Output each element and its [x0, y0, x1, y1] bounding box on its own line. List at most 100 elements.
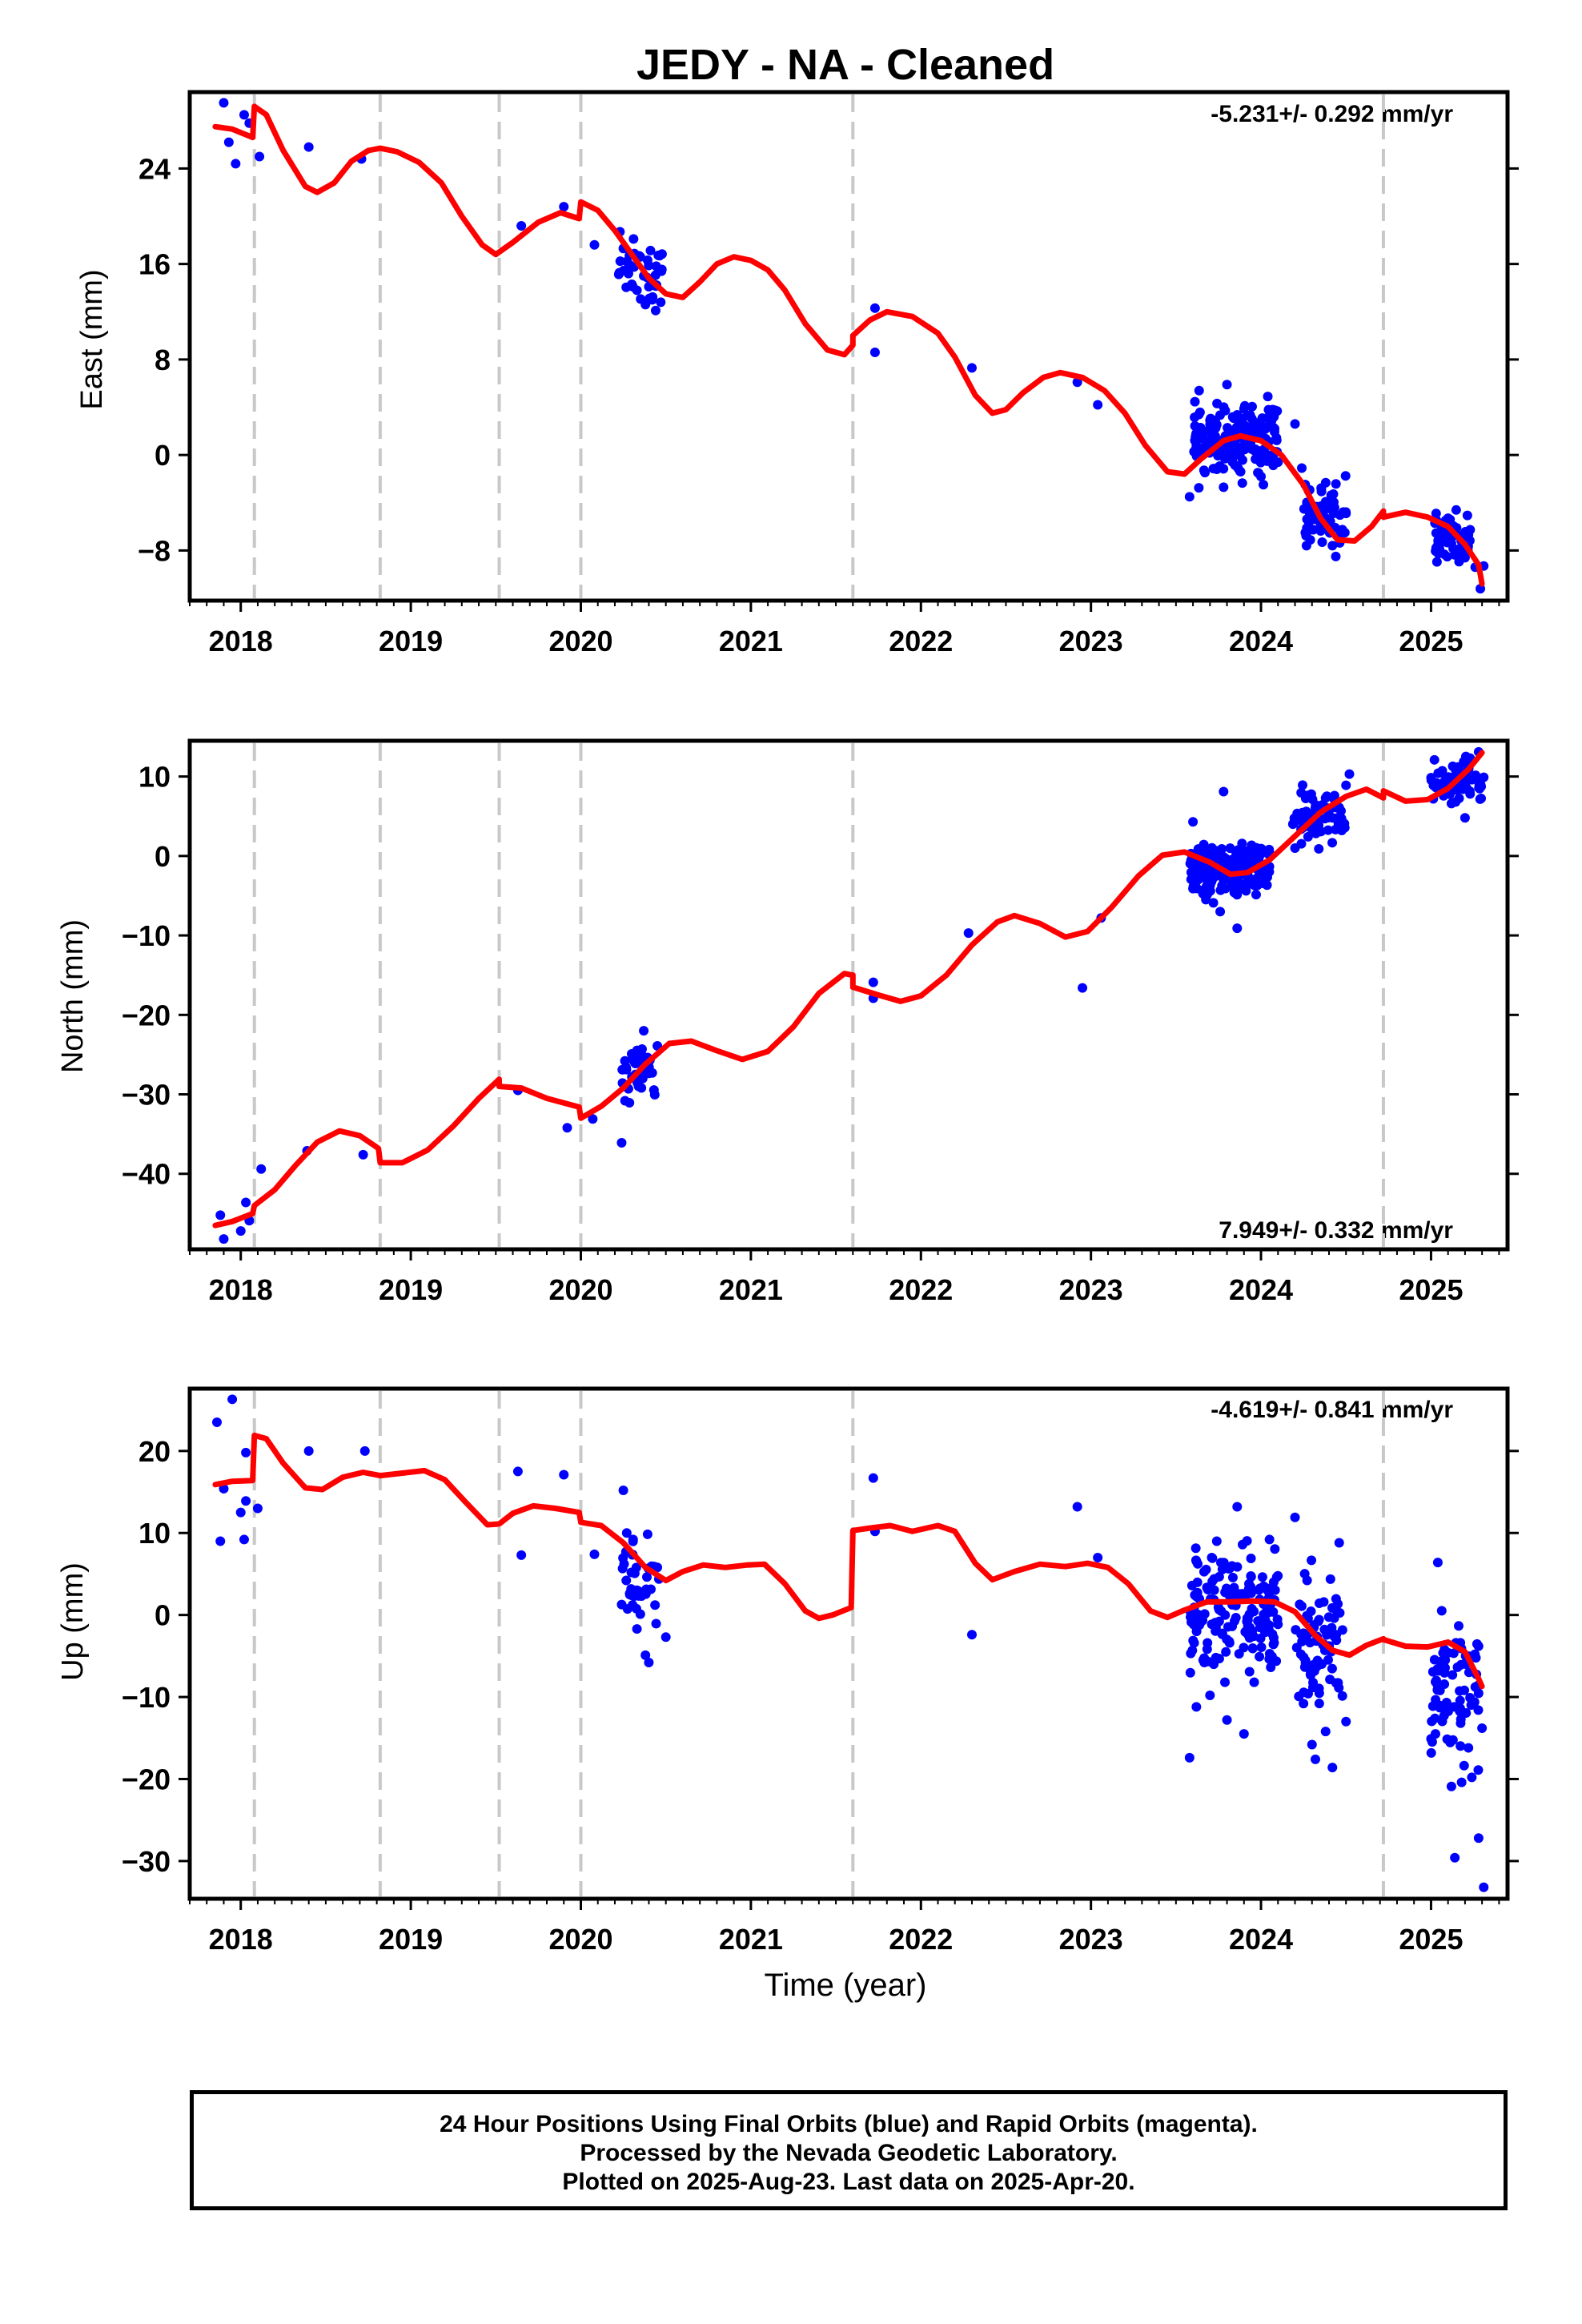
up-observation-point — [235, 1507, 246, 1518]
north-observation-point — [1322, 791, 1332, 802]
up-observation-point — [1314, 1688, 1324, 1699]
up-observation-point — [1334, 1538, 1344, 1548]
east-observation-point — [1199, 465, 1209, 476]
footer-line-3: Plotted on 2025-Aug-23. Last data on 202… — [562, 2169, 1135, 2195]
north-observation-point — [628, 1053, 638, 1063]
east-observation-point — [615, 256, 625, 267]
north-observation-point — [1211, 850, 1222, 860]
north-observation-point — [1202, 846, 1212, 857]
north-observation-point — [1306, 789, 1316, 799]
east-observation-point — [1431, 509, 1441, 519]
north-observation-point — [648, 1085, 659, 1096]
north-observation-point — [1232, 890, 1243, 900]
north-observation-point — [1303, 831, 1313, 842]
north-observation-point — [1203, 869, 1214, 879]
north-observation-point — [1232, 923, 1243, 934]
up-observation-point — [1296, 1629, 1307, 1639]
north-observation-point — [963, 928, 974, 939]
east-y-tick-label: −8 — [138, 534, 171, 567]
north-y-tick-label: −30 — [122, 1079, 171, 1112]
up-observation-point — [1477, 1723, 1488, 1733]
up-observation-point — [1290, 1512, 1300, 1522]
up-observation-point — [1238, 1539, 1248, 1550]
up-observation-point — [642, 1529, 652, 1539]
up-observation-point — [621, 1575, 632, 1586]
up-observation-point — [1244, 1667, 1255, 1677]
east-observation-point — [1219, 448, 1230, 459]
north-observation-point — [1451, 797, 1461, 807]
up-observation-point — [1473, 1641, 1484, 1651]
up-observation-point — [1203, 1638, 1213, 1648]
east-observation-point — [1232, 410, 1243, 420]
up-observation-point — [1432, 1558, 1443, 1568]
east-observation-point — [1462, 510, 1472, 521]
east-observation-point — [1297, 463, 1307, 473]
up-observation-point — [1456, 1718, 1466, 1728]
up-observation-point — [1299, 1569, 1310, 1579]
east-observation-point — [1442, 552, 1452, 562]
east-observation-point — [621, 282, 632, 292]
up-observation-point — [1189, 1638, 1199, 1648]
up-observation-point — [1227, 1572, 1238, 1582]
up-observation-point — [1255, 1651, 1265, 1662]
up-x-tick-label: 2022 — [889, 1923, 953, 1956]
north-observation-point — [256, 1164, 267, 1174]
east-observation-point — [219, 98, 229, 108]
east-observation-point — [1220, 405, 1231, 416]
up-observation-point — [1220, 1677, 1231, 1687]
east-observation-point — [1190, 396, 1200, 407]
up-observation-point — [868, 1473, 878, 1483]
east-observation-point — [1320, 497, 1331, 507]
up-observation-point — [516, 1550, 527, 1560]
north-ylabel: North (mm) — [56, 919, 90, 1073]
footer-box: 24 Hour Positions Using Final Orbits (bl… — [190, 2090, 1508, 2210]
north-observation-point — [562, 1123, 572, 1133]
up-observation-point — [1220, 1610, 1231, 1620]
north-observation-point — [1255, 869, 1265, 879]
north-observation-point — [1429, 754, 1439, 765]
up-y-tick-label: 20 — [139, 1435, 171, 1468]
east-observation-point — [1194, 483, 1204, 493]
up-observation-point — [1214, 1571, 1224, 1582]
up-observation-point — [1307, 1555, 1317, 1566]
north-observation-point — [1476, 794, 1487, 804]
up-observation-point — [1470, 1682, 1480, 1692]
east-observation-point — [1269, 412, 1279, 422]
north-observation-point — [1460, 813, 1470, 823]
up-observation-point — [1216, 1558, 1227, 1568]
up-y-tick-label: −10 — [122, 1681, 171, 1714]
up-x-tick-label: 2020 — [548, 1923, 612, 1956]
east-observation-point — [303, 142, 314, 152]
up-observation-point — [239, 1534, 249, 1545]
up-observation-point — [359, 1445, 370, 1456]
east-observation-point — [1237, 478, 1247, 489]
up-observation-point — [1271, 1572, 1282, 1582]
east-observation-point — [1315, 526, 1326, 537]
east-observation-point — [1211, 420, 1222, 430]
up-observation-point — [1195, 1618, 1206, 1628]
north-observation-point — [1296, 787, 1307, 798]
east-observation-point — [1239, 424, 1250, 435]
up-observation-point — [1199, 1657, 1210, 1667]
up-x-tick-label: 2023 — [1059, 1923, 1123, 1956]
up-rate-label: -4.619+/- 0.841 mm/yr — [1211, 1397, 1453, 1423]
up-observation-point — [1239, 1642, 1249, 1653]
north-observation-point — [235, 1226, 246, 1236]
north-observation-point — [1323, 825, 1333, 835]
up-observation-point — [1334, 1683, 1344, 1693]
up-observation-point — [1295, 1599, 1305, 1610]
up-observation-point — [1270, 1544, 1280, 1554]
east-observation-point — [1239, 404, 1249, 414]
north-observation-point — [588, 1114, 598, 1124]
east-observation-point — [645, 245, 656, 255]
east-observation-point — [1206, 413, 1216, 424]
up-observation-point — [1306, 1606, 1316, 1617]
east-observation-point — [1328, 489, 1339, 499]
east-observation-point — [1465, 525, 1476, 535]
up-observation-point — [1246, 1571, 1256, 1582]
east-observation-point — [613, 269, 624, 279]
east-observation-point — [1331, 479, 1341, 489]
east-observation-point — [1190, 436, 1200, 446]
north-observation-point — [215, 1210, 226, 1220]
